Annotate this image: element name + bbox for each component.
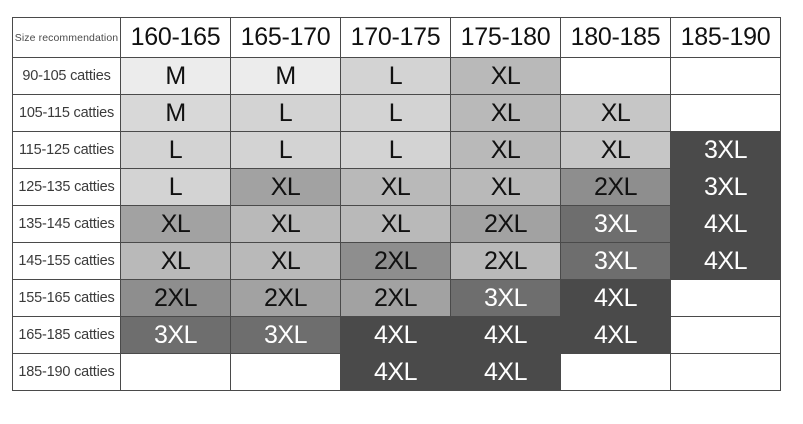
size-cell: 2XL: [340, 242, 451, 280]
size-cell: XL: [340, 168, 451, 206]
row-label-cell: 105-115 catties: [12, 94, 121, 132]
row-label-cell: 185-190 catties: [12, 353, 121, 391]
size-cell: XL: [450, 168, 561, 206]
size-cell: L: [340, 131, 451, 169]
size-cell: [560, 353, 671, 391]
size-cell: XL: [230, 242, 341, 280]
row-label-cell: 125-135 catties: [12, 168, 121, 206]
size-cell: 4XL: [340, 353, 451, 391]
size-cell: 4XL: [450, 316, 561, 354]
size-cell: 4XL: [670, 242, 781, 280]
size-cell: L: [340, 94, 451, 132]
size-cell: 3XL: [450, 279, 561, 317]
size-cell: [120, 353, 231, 391]
column-header-160-165: 160-165: [120, 17, 231, 58]
row-label-cell: 155-165 catties: [12, 279, 121, 317]
column-header-165-170: 165-170: [230, 17, 341, 58]
row-label-cell: 165-185 catties: [12, 316, 121, 354]
size-cell: XL: [560, 94, 671, 132]
table-row: 105-115 catties M L L XL XL: [12, 94, 781, 132]
size-cell: 3XL: [120, 316, 231, 354]
size-cell: L: [230, 131, 341, 169]
table-header-row: Size recommendation 160-165 165-170 170-…: [12, 17, 781, 58]
size-cell: 2XL: [340, 279, 451, 317]
size-cell: [230, 353, 341, 391]
size-cell: 3XL: [670, 131, 781, 169]
size-cell: 3XL: [670, 168, 781, 206]
size-cell: [670, 279, 781, 317]
size-cell: 4XL: [560, 316, 671, 354]
size-cell: M: [230, 57, 341, 95]
size-cell: 4XL: [450, 353, 561, 391]
size-cell: 3XL: [230, 316, 341, 354]
size-cell: [560, 57, 671, 95]
table-row: 135-145 catties XL XL XL 2XL 3XL 4XL: [12, 205, 781, 243]
size-cell: L: [120, 168, 231, 206]
size-cell: XL: [120, 242, 231, 280]
table-row: 155-165 catties 2XL 2XL 2XL 3XL 4XL: [12, 279, 781, 317]
size-cell: 3XL: [560, 242, 671, 280]
size-cell: L: [340, 57, 451, 95]
size-cell: 2XL: [450, 242, 561, 280]
size-cell: M: [120, 94, 231, 132]
row-label-cell: 135-145 catties: [12, 205, 121, 243]
size-cell: XL: [230, 168, 341, 206]
table-row: 185-190 catties 4XL 4XL: [12, 353, 781, 391]
column-header-170-175: 170-175: [340, 17, 451, 58]
size-cell: XL: [450, 94, 561, 132]
size-cell: [670, 316, 781, 354]
row-label-cell: 145-155 catties: [12, 242, 121, 280]
size-cell: L: [230, 94, 341, 132]
table-body: 90-105 catties M M L XL 105-115 catties M L L XL X…: [12, 57, 781, 391]
table-row: 90-105 catties M M L XL: [12, 57, 781, 95]
size-cell: XL: [120, 205, 231, 243]
size-cell: [670, 94, 781, 132]
size-cell: 3XL: [560, 205, 671, 243]
size-cell: 4XL: [340, 316, 451, 354]
size-cell: 4XL: [560, 279, 671, 317]
row-label-cell: 90-105 catties: [12, 57, 121, 95]
table-row: 145-155 catties XL XL 2XL 2XL 3XL 4XL: [12, 242, 781, 280]
row-label-cell: 115-125 catties: [12, 131, 121, 169]
size-cell: XL: [560, 131, 671, 169]
table-row: 125-135 catties L XL XL XL 2XL 3XL: [12, 168, 781, 206]
size-cell: 2XL: [450, 205, 561, 243]
column-header-185-190: 185-190: [670, 17, 781, 58]
size-cell: 4XL: [670, 205, 781, 243]
size-cell: XL: [450, 131, 561, 169]
size-cell: XL: [230, 205, 341, 243]
table-row: 165-185 catties 3XL 3XL 4XL 4XL 4XL: [12, 316, 781, 354]
size-recommendation-chart: Size recommendation 160-165 165-170 170-…: [12, 17, 781, 391]
size-cell: [670, 57, 781, 95]
size-recommendation-table: Size recommendation 160-165 165-170 170-…: [12, 17, 781, 391]
size-cell: L: [120, 131, 231, 169]
column-header-180-185: 180-185: [560, 17, 671, 58]
size-cell: 2XL: [120, 279, 231, 317]
table-row: 115-125 catties L L L XL XL 3XL: [12, 131, 781, 169]
size-cell: [670, 353, 781, 391]
size-cell: XL: [340, 205, 451, 243]
size-cell: M: [120, 57, 231, 95]
size-cell: 2XL: [560, 168, 671, 206]
size-cell: 2XL: [230, 279, 341, 317]
corner-header-cell: Size recommendation: [12, 17, 121, 58]
column-header-175-180: 175-180: [450, 17, 561, 58]
size-cell: XL: [450, 57, 561, 95]
